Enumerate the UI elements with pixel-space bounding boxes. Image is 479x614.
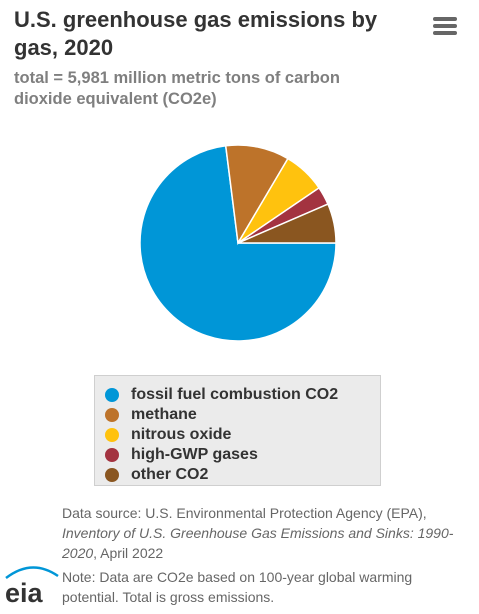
legend-marker: [105, 448, 119, 462]
legend-item-fossil-fuel-combustion-co2[interactable]: fossil fuel combustion CO2: [105, 385, 338, 405]
legend-item-methane[interactable]: methane: [105, 405, 197, 425]
chart-legend: fossil fuel combustion CO2 methane nitro…: [94, 375, 381, 486]
pie-slice-other-co2[interactable]: [237, 203, 337, 244]
legend-item-other-co2[interactable]: other CO2: [105, 465, 208, 485]
legend-item-nitrous-oxide[interactable]: nitrous oxide: [105, 425, 231, 445]
menu-bar: [433, 31, 457, 35]
menu-bar: [433, 17, 457, 21]
legend-label: other CO2: [131, 466, 209, 483]
legend-item-high-gwp-gases[interactable]: high-GWP gases: [105, 445, 258, 465]
legend-marker: [105, 408, 119, 422]
chart-subtitle: total = 5,981 million metric tons of car…: [14, 69, 340, 108]
eia-logo: eia: [5, 566, 59, 606]
source-suffix: , April 2022: [93, 545, 164, 561]
chart-title: U.S. greenhouse gas emissions by gas, 20…: [14, 7, 378, 60]
legend-label: methane: [131, 406, 197, 423]
logo-arc: [5, 566, 59, 579]
menu-bar: [433, 24, 457, 28]
data-source-note: Data source: U.S. Environmental Protecti…: [62, 503, 479, 563]
legend-label: nitrous oxide: [131, 426, 232, 443]
legend-marker: [105, 468, 119, 482]
legend-label: high-GWP gases: [131, 446, 258, 463]
pie-chart: [139, 144, 337, 342]
legend-label: fossil fuel combustion CO2: [131, 386, 339, 403]
hamburger-menu-icon[interactable]: [430, 14, 460, 38]
footnote: Note: Data are CO2e based on 100-year gl…: [62, 569, 413, 605]
source-publication-title: Inventory of U.S. Greenhouse Gas Emissio…: [62, 525, 454, 561]
source-prefix: Data source: U.S. Environmental Protecti…: [62, 505, 427, 521]
logo-text: eia: [5, 578, 44, 606]
legend-marker: [105, 388, 119, 402]
legend-marker: [105, 428, 119, 442]
